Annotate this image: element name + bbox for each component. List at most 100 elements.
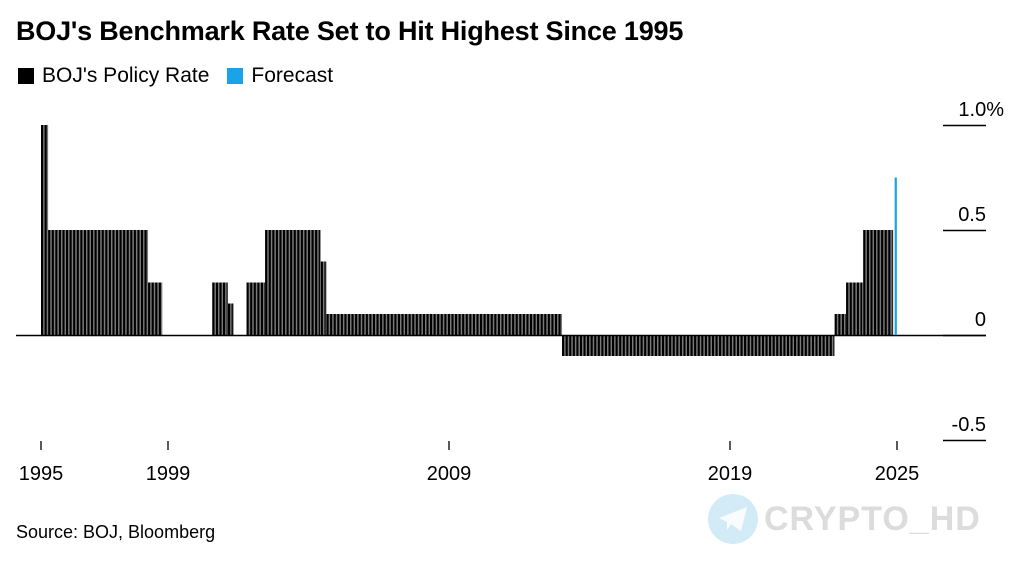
policy-rate-bar [133, 230, 136, 335]
policy-rate-bar [48, 230, 51, 335]
policy-rate-bar [257, 282, 260, 335]
policy-rate-bar [44, 125, 47, 335]
policy-rate-bar [701, 335, 704, 356]
policy-rate-bar [219, 282, 222, 335]
policy-rate-bar [590, 335, 593, 356]
policy-rate-bar [658, 335, 661, 356]
policy-rate-bar [330, 314, 333, 335]
forecast-bar [894, 177, 897, 335]
policy-rate-bar [264, 282, 265, 335]
policy-rate-bar [372, 314, 376, 335]
policy-rate-bar [522, 314, 525, 335]
policy-rate-bar [647, 335, 650, 356]
policy-rate-bar [519, 314, 522, 335]
policy-rate-bar [601, 335, 604, 356]
policy-rate-bar [729, 335, 732, 356]
policy-rate-bar [340, 314, 343, 335]
policy-rate-bar [801, 335, 804, 356]
policy-rate-bar [845, 314, 846, 335]
policy-rate-bar [140, 230, 144, 335]
policy-rate-bar [454, 314, 458, 335]
policy-rate-bar [358, 314, 361, 335]
x-tick-label: 1999 [146, 463, 191, 485]
policy-rate-bar [512, 314, 515, 335]
policy-rate-bar [554, 314, 558, 335]
y-tick-label: 0 [975, 309, 986, 331]
policy-rate-bar [479, 314, 483, 335]
policy-rate-bar [337, 314, 340, 335]
policy-rate-bar [279, 230, 282, 335]
policy-rate-bar [776, 335, 779, 356]
policy-rate-bar [307, 230, 311, 335]
policy-rate-bar [669, 335, 672, 356]
policy-rate-bar [253, 282, 256, 335]
policy-rate-bar [708, 335, 711, 356]
policy-rate-bar [401, 314, 404, 335]
policy-rate-bar [311, 230, 314, 335]
policy-rate-bar [826, 335, 829, 356]
policy-rate-bar [572, 335, 575, 356]
policy-rate-bar [130, 230, 133, 335]
policy-rate-bar [326, 314, 329, 335]
forecast-group [894, 177, 897, 335]
policy-rate-bar [476, 314, 479, 335]
policy-rate-bar [504, 314, 508, 335]
y-tick-label: 0.5 [958, 204, 986, 226]
legend-swatch-forecast [227, 68, 244, 84]
policy-rate-bar [362, 314, 365, 335]
policy-rate-bar [144, 230, 147, 335]
policy-rate-bar [569, 335, 572, 356]
legend-item-policy-rate: BOJ's Policy Rate [18, 64, 209, 88]
policy-rate-bar [747, 335, 750, 356]
policy-rate-bar [736, 335, 740, 356]
policy-rate-bar [697, 335, 700, 356]
policy-rate-bar [469, 314, 472, 335]
policy-rate-bar [376, 314, 379, 335]
policy-rate-bar [654, 335, 657, 356]
policy-rate-bar [94, 230, 97, 335]
policy-rate-bar [744, 335, 747, 356]
policy-rate-bar [765, 335, 768, 356]
source-note: Source: BOJ, Bloomberg [16, 522, 216, 542]
policy-rate-bar [429, 314, 433, 335]
policy-rate-bar [105, 230, 108, 335]
policy-rate-bar [526, 314, 529, 335]
policy-rate-bar [344, 314, 347, 335]
policy-rate-bar [690, 335, 693, 356]
legend-label-forecast: Forecast [251, 64, 334, 87]
policy-rate-bar [651, 335, 654, 356]
policy-rate-bar [838, 314, 841, 335]
policy-rate-bar [604, 335, 607, 356]
chart-title: BOJ's Benchmark Rate Set to Hit Highest … [16, 16, 684, 46]
policy-rate-bar [51, 230, 54, 335]
policy-rate-bar [726, 335, 729, 356]
policy-rate-bar [250, 282, 253, 335]
policy-rate-bar [529, 314, 533, 335]
policy-rate-bar [808, 335, 811, 356]
policy-rate-bar [108, 230, 111, 335]
policy-rate-bar [347, 314, 351, 335]
policy-rate-bar [733, 335, 736, 356]
policy-rate-bar [779, 335, 782, 356]
policy-rate-bar [873, 230, 877, 335]
policy-rate-bar [397, 314, 401, 335]
policy-rate-bar [497, 314, 500, 335]
policy-rate-bar [797, 335, 800, 356]
legend-label-policy-rate: BOJ's Policy Rate [42, 64, 210, 87]
policy-rate-bar [212, 282, 215, 335]
policy-rate-bar [594, 335, 597, 356]
legend-swatch-policy-rate [18, 68, 34, 84]
policy-rate-bar [265, 230, 268, 335]
policy-rate-bar [804, 335, 807, 356]
policy-rate-bar [101, 230, 104, 335]
policy-rate-bar [76, 230, 79, 335]
policy-rate-bar [231, 303, 233, 335]
policy-rate-bar [815, 335, 818, 356]
policy-rate-bar [891, 230, 893, 335]
policy-rate-bar [794, 335, 797, 356]
policy-rate-bar [751, 335, 754, 356]
policy-rate-bar [419, 314, 422, 335]
policy-rate-bar [551, 314, 554, 335]
policy-rate-bar [672, 335, 675, 356]
